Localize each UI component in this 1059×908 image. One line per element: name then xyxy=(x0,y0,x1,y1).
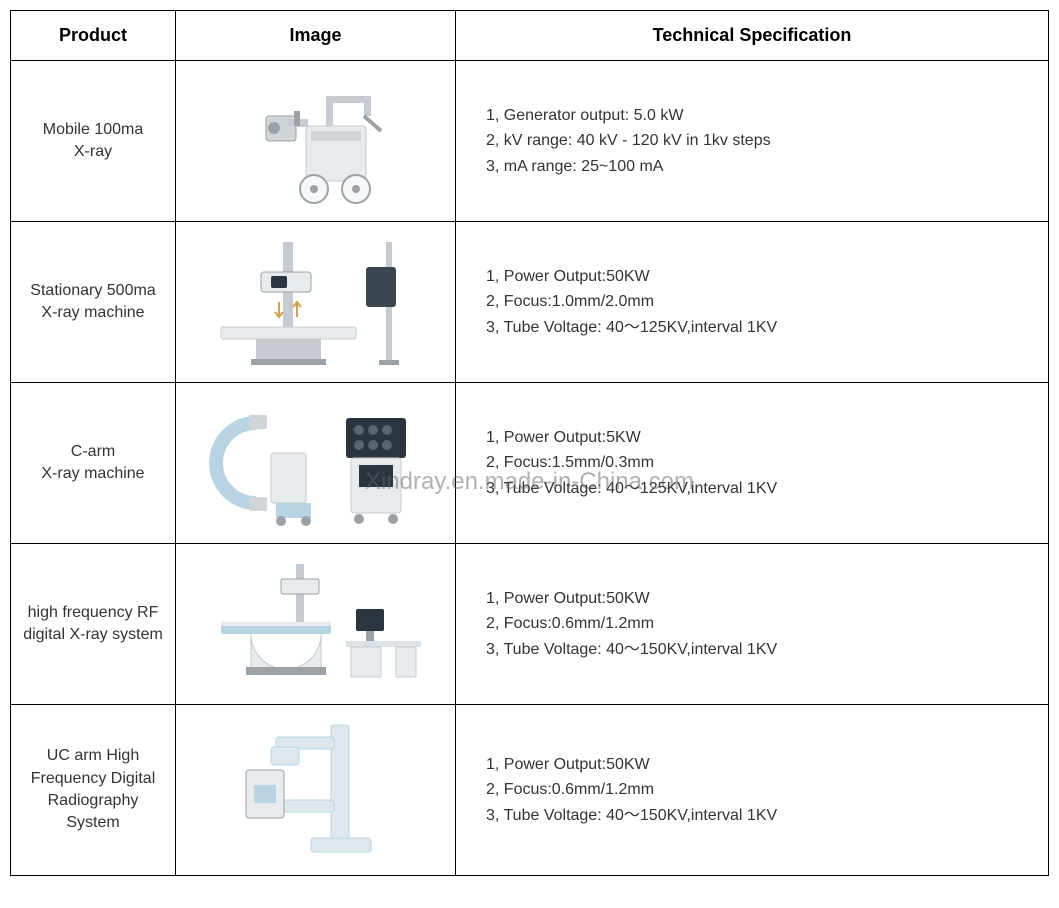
product-image xyxy=(176,222,456,383)
product-name: high frequency RFdigital X-ray system xyxy=(11,544,176,705)
table-row: Mobile 100maX-ray xyxy=(11,61,1049,222)
product-image xyxy=(176,705,456,876)
product-specs: 1, Power Output:50KW 2, Focus:1.0mm/2.0m… xyxy=(456,222,1049,383)
col-header-product: Product xyxy=(11,11,176,61)
product-specs: 1, Generator output: 5.0 kW 2, kV range:… xyxy=(456,61,1049,222)
product-specs: 1, Power Output:50KW 2, Focus:0.6mm/1.2m… xyxy=(456,544,1049,705)
col-header-spec: Technical Specification xyxy=(456,11,1049,61)
c-arm-xray-icon xyxy=(201,393,431,533)
product-image xyxy=(176,383,456,544)
product-name: C-armX-ray machine xyxy=(11,383,176,544)
product-name: Mobile 100maX-ray xyxy=(11,61,176,222)
product-image xyxy=(176,61,456,222)
table-header-row: Product Image Technical Specification xyxy=(11,11,1049,61)
stationary-xray-icon xyxy=(201,232,431,372)
mobile-xray-icon xyxy=(226,71,406,211)
product-image xyxy=(176,544,456,705)
product-specs: 1, Power Output:50KW 2, Focus:0.6mm/1.2m… xyxy=(456,705,1049,876)
product-name: Stationary 500maX-ray machine xyxy=(11,222,176,383)
hf-rf-xray-icon xyxy=(201,554,431,694)
table-row: C-armX-ray machine xyxy=(11,383,1049,544)
table-wrapper: Product Image Technical Specification Mo… xyxy=(10,10,1049,876)
product-specs: 1, Power Output:5KW 2, Focus:1.5mm/0.3mm… xyxy=(456,383,1049,544)
table-row: Stationary 500maX-ray machine xyxy=(11,222,1049,383)
table-body: Mobile 100maX-ray xyxy=(11,61,1049,876)
table-row: high frequency RFdigital X-ray system xyxy=(11,544,1049,705)
product-name: UC arm HighFrequency DigitalRadiography … xyxy=(11,705,176,876)
table-row: UC arm HighFrequency DigitalRadiography … xyxy=(11,705,1049,876)
uc-arm-icon xyxy=(216,715,416,865)
col-header-image: Image xyxy=(176,11,456,61)
product-spec-table: Product Image Technical Specification Mo… xyxy=(10,10,1049,876)
